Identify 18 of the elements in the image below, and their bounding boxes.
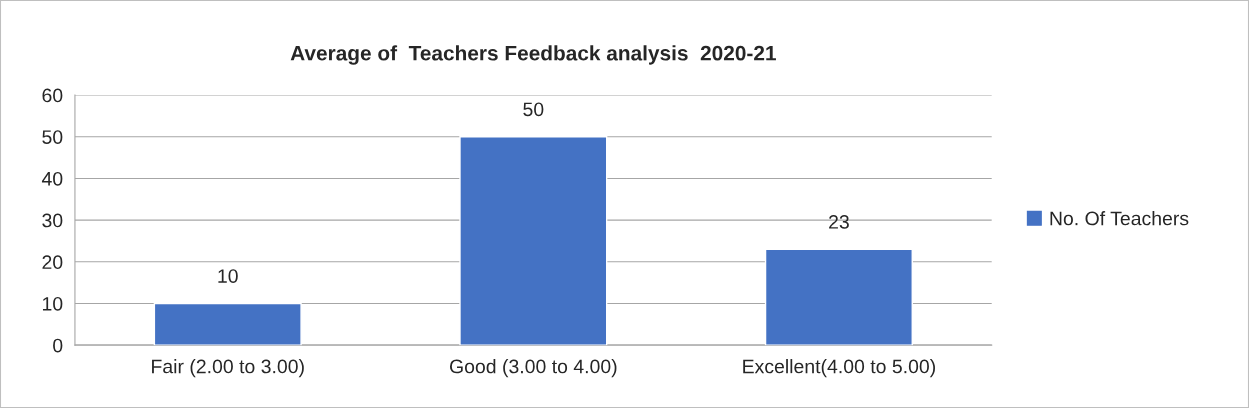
data-label: 50 <box>523 102 544 117</box>
x-tick-label: Good (3.00 to 4.00) <box>449 359 617 378</box>
data-label: 23 <box>829 215 849 229</box>
bar <box>153 302 302 346</box>
x-tick-label: Excellent(4.00 to 5.00) <box>743 359 935 378</box>
y-tick-label: 30 <box>42 213 63 228</box>
legend-label: No. Of Teachers <box>1050 211 1189 226</box>
y-tick-label: 60 <box>42 88 63 103</box>
y-tick-label: 40 <box>41 171 63 186</box>
y-tick-label: 0 <box>53 338 63 353</box>
y-tick-label: 10 <box>42 296 63 311</box>
chart-title: Average of Teachers Feedback analysis 2020-21 <box>290 45 776 65</box>
y-tick-label: 20 <box>42 255 63 270</box>
y-tick-label: 50 <box>42 130 63 144</box>
bar <box>459 136 608 346</box>
x-tick-label: Fair (2.00 to 3.00) <box>152 359 304 378</box>
data-label: 10 <box>218 269 238 283</box>
bar <box>764 248 913 346</box>
